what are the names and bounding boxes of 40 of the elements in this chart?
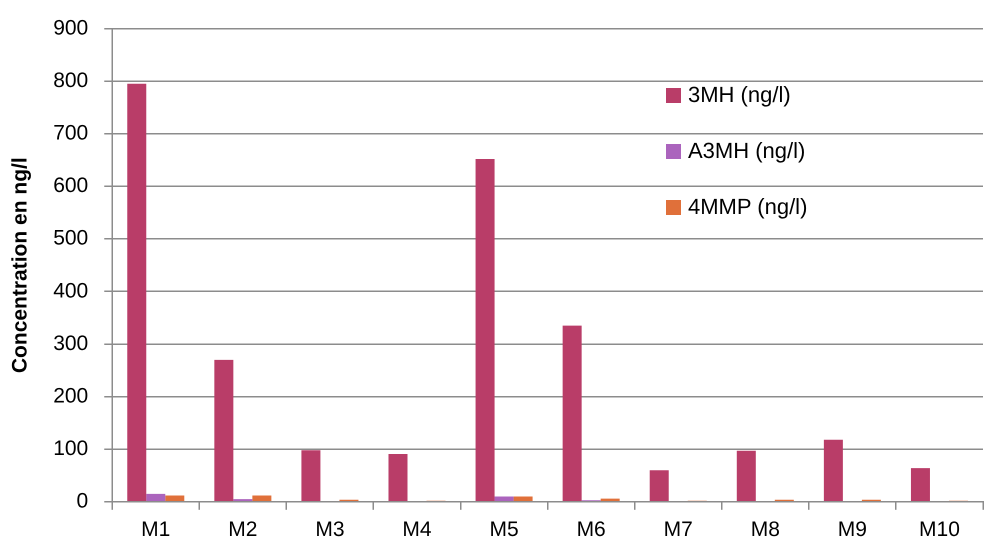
bar <box>252 495 272 502</box>
x-tick-label: M3 <box>315 518 345 542</box>
y-tick-label: 900 <box>53 16 88 40</box>
y-tick-label: 100 <box>53 437 88 460</box>
x-tick-label: M10 <box>919 518 960 542</box>
bar <box>214 360 234 502</box>
legend-label: A3MH (ng/l) <box>688 138 806 164</box>
bar <box>910 468 930 502</box>
x-tick-label: M7 <box>664 518 693 542</box>
y-tick-label: 200 <box>53 384 88 408</box>
x-tick-label: M4 <box>402 518 432 542</box>
y-tick-label: 500 <box>53 226 88 250</box>
y-tick-label: 0 <box>76 490 88 513</box>
bar <box>514 496 533 502</box>
y-axis-title: Concentration en ng/l <box>8 157 32 374</box>
y-tick-label: 800 <box>53 68 88 92</box>
legend-label: 3MH (ng/l) <box>688 82 791 108</box>
y-tick-label: 400 <box>53 279 88 302</box>
bar <box>600 498 620 502</box>
x-tick-label: M1 <box>141 518 170 542</box>
legend-label: 4MMP (ng/l) <box>688 194 808 220</box>
x-tick-label: M5 <box>489 518 519 542</box>
x-tick-label: M8 <box>750 518 780 542</box>
bar <box>824 440 843 502</box>
bar <box>165 495 184 502</box>
bar <box>562 326 582 502</box>
bar <box>650 470 669 502</box>
bar <box>146 494 166 502</box>
bar <box>494 496 514 502</box>
bar <box>736 450 756 502</box>
x-tick-label: M2 <box>228 518 258 542</box>
x-tick-label: M9 <box>838 518 867 542</box>
bar <box>301 450 320 502</box>
bar <box>127 84 146 502</box>
y-tick-label: 300 <box>53 332 88 355</box>
x-tick-label: M6 <box>576 518 606 542</box>
bar <box>476 158 495 502</box>
y-tick-label: 700 <box>53 122 88 145</box>
bar <box>388 454 408 502</box>
y-tick-label: 600 <box>53 174 88 198</box>
